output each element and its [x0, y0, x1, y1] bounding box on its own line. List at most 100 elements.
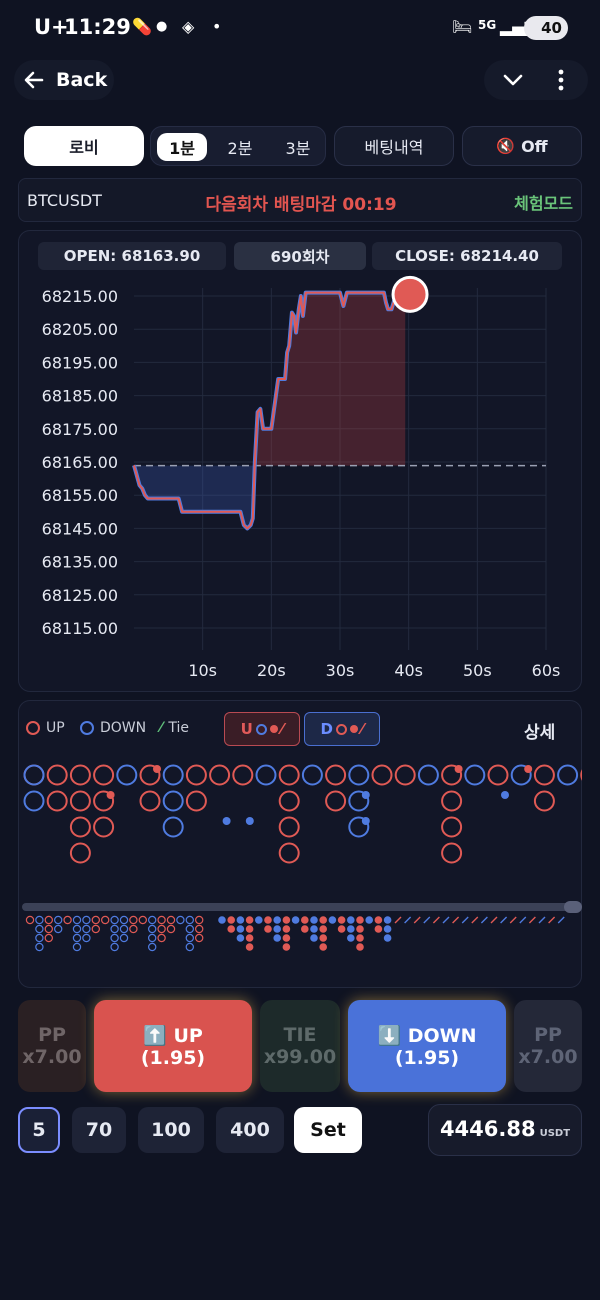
clock: 11:29 — [64, 15, 131, 39]
up-label: ⬆️ UP — [143, 1024, 203, 1047]
road-bead — [580, 769, 582, 781]
road-bead — [533, 790, 555, 812]
mini-road-dot — [328, 916, 337, 924]
pp-left-button[interactable]: PP x7.00 — [18, 1000, 86, 1092]
road-marker-dot — [245, 817, 254, 825]
mini-road-dot — [337, 916, 346, 924]
legend-up-label: UP — [46, 720, 65, 736]
mini-road-slash — [519, 916, 527, 924]
road-bead — [487, 764, 509, 786]
y-tick-label: 68165.00 — [42, 453, 118, 472]
mini-road-dot — [282, 925, 291, 933]
lobby-button[interactable]: 로비 — [24, 126, 144, 166]
mini-road-bead — [35, 942, 44, 952]
road-bead — [116, 764, 138, 786]
pp-right-button[interactable]: PP x7.00 — [514, 1000, 582, 1092]
bet-history-button[interactable]: 베팅내역 — [334, 126, 454, 166]
road-bead — [69, 764, 91, 786]
more-vertical-icon[interactable] — [556, 68, 566, 92]
road-bead — [278, 764, 300, 786]
bet-tie-button[interactable]: TIE x99.00 — [260, 1000, 340, 1092]
symbol-label: BTCUSDT — [27, 191, 102, 210]
mini-road-slash — [480, 916, 488, 924]
loss-area — [134, 465, 406, 529]
mini-road-dot — [236, 916, 245, 924]
amount-100-button[interactable]: 100 — [138, 1107, 204, 1153]
tab-2min[interactable]: 2분 — [227, 139, 253, 158]
mini-road-bead — [157, 924, 166, 934]
tab-3min[interactable]: 3분 — [285, 139, 311, 158]
mini-road-dot — [310, 934, 318, 942]
mini-road-bead — [110, 942, 119, 952]
mini-road-dot — [282, 943, 291, 951]
road-marker-dot — [524, 765, 533, 773]
mini-road-bead — [110, 924, 119, 934]
down-predict-button[interactable]: D ⁄ — [304, 712, 380, 746]
mini-road-dot — [337, 925, 346, 933]
d-label: D — [320, 720, 333, 738]
bet-up-button[interactable]: ⬆️ UP (1.95) — [94, 1000, 252, 1092]
mini-road-bead — [35, 933, 44, 943]
mini-road-bead — [129, 924, 138, 934]
mini-road-bead — [157, 933, 166, 943]
mini-road-dot — [310, 916, 318, 924]
mini-road-bead — [147, 942, 157, 952]
mini-road-dot — [374, 916, 383, 924]
scroll-thumb[interactable] — [564, 901, 582, 913]
mini-road-slash — [538, 916, 546, 924]
mini-road-bead — [185, 933, 194, 943]
road-bead — [557, 764, 579, 786]
chevron-down-icon[interactable] — [502, 70, 524, 90]
mini-road-bead — [72, 933, 82, 943]
road-bead — [417, 764, 439, 786]
mini-road-dot — [282, 916, 291, 924]
mini-road-bead — [166, 924, 176, 934]
u-label: U — [240, 720, 253, 738]
amount-70-button[interactable]: 70 — [72, 1107, 126, 1153]
detail-button[interactable]: 상세 — [524, 723, 556, 743]
sound-toggle[interactable]: 🔇 Off — [462, 126, 582, 166]
legend-up: UP — [26, 720, 65, 736]
mini-road-dot — [374, 925, 383, 933]
y-tick-label: 68115.00 — [42, 619, 118, 638]
tie-label: TIE — [283, 1024, 317, 1046]
big-road-board — [23, 764, 582, 952]
mini-road-bead — [44, 915, 53, 925]
down-ring-small-icon — [335, 723, 347, 735]
back-button[interactable]: Back — [14, 60, 114, 100]
amount-5-button[interactable]: 5 — [18, 1107, 60, 1153]
mini-road-slash — [528, 916, 536, 924]
x-tick-label: 50s — [463, 661, 492, 680]
y-tick-label: 68145.00 — [42, 519, 118, 538]
y-tick-label: 68205.00 — [42, 320, 118, 339]
mini-road-bead — [63, 915, 72, 925]
road-bead — [394, 764, 416, 786]
balance-value: 4446.88 — [439, 1117, 536, 1141]
mini-road-slash — [548, 916, 556, 924]
set-button[interactable]: Set — [294, 1107, 362, 1153]
road-bead — [232, 764, 254, 786]
road-bead — [93, 816, 115, 838]
road-bead — [162, 816, 184, 838]
mini-road-dot — [319, 943, 328, 951]
mini-road-bead — [110, 915, 119, 925]
current-price-marker — [391, 275, 429, 313]
road-bead — [441, 790, 463, 812]
amount-400-button[interactable]: 400 — [216, 1107, 284, 1153]
mini-road-bead — [147, 924, 157, 934]
arrow-left-icon — [24, 71, 44, 89]
road-bead — [255, 764, 277, 786]
mini-road-bead — [194, 933, 204, 943]
road-bead — [139, 764, 161, 786]
up-predict-button[interactable]: U ⁄ — [224, 712, 300, 746]
mini-road-bead — [91, 915, 101, 925]
tab-1min[interactable]: 1분 — [157, 133, 207, 161]
mini-road-bead — [157, 915, 166, 925]
mini-road-bead — [72, 942, 82, 952]
history-scrollbar[interactable] — [22, 901, 582, 913]
sleep-icon: 🛏 — [452, 17, 473, 36]
mini-road-dot — [245, 916, 254, 924]
tie-odds: x99.00 — [263, 1046, 337, 1068]
bet-down-button[interactable]: ⬇️ DOWN (1.95) — [348, 1000, 506, 1092]
mini-road-bead — [119, 924, 129, 934]
